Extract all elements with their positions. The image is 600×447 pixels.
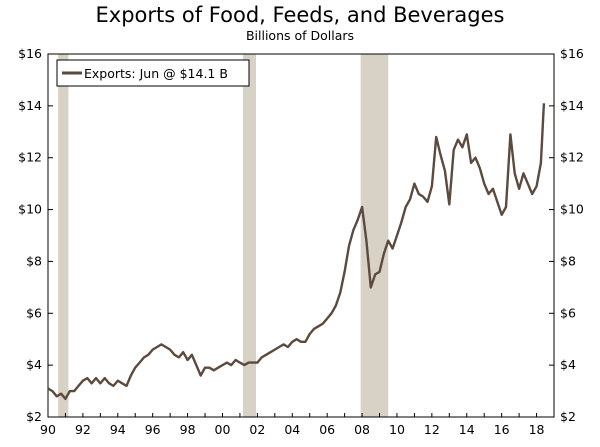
x-tick-label: 92 (75, 422, 91, 437)
x-tick-label: 90 (40, 422, 56, 437)
y-axis-left: $2 $4 $6 $8 $10 $12 $14 $16 (18, 46, 53, 424)
recession-band-1 (242, 54, 256, 417)
y-tick-label-left: $6 (26, 305, 42, 320)
legend-box (56, 59, 250, 87)
y-tick-label-left: $14 (18, 98, 42, 113)
plot-frame (47, 53, 555, 418)
x-tick-label: 12 (424, 422, 440, 437)
y-tick-label-right: $14 (560, 98, 584, 113)
y-tick-label-left: $12 (18, 150, 42, 165)
chart-subtitle: Billions of Dollars (246, 28, 354, 43)
series-line-0 (47, 103, 546, 401)
x-tick-label: 94 (110, 422, 126, 437)
y-tick-label-right: $12 (560, 150, 584, 165)
legend: Exports: Jun @ $14.1 B (56, 59, 250, 87)
series-lines (47, 103, 546, 401)
y-tick-label-right: $2 (560, 409, 576, 424)
y-tick-label-left: $8 (26, 253, 42, 268)
x-tick-label: 00 (215, 422, 231, 437)
chart-title: Exports of Food, Feeds, and Beverages (96, 3, 505, 27)
y-tick-label-left: $4 (26, 357, 42, 372)
y-tick-label-right: $16 (560, 46, 584, 61)
x-axis: 90 92 94 96 98 00 02 04 06 08 10 12 14 16 18 (40, 413, 555, 437)
recession-shading (58, 54, 389, 417)
y-tick-label-left: $16 (18, 46, 42, 61)
y-tick-label-right: $4 (560, 357, 576, 372)
recession-band-0 (58, 54, 69, 417)
x-tick-label: 18 (529, 422, 545, 437)
x-tick-label: 16 (494, 422, 510, 437)
y-axis-right: $2 $4 $6 $8 $10 $12 $14 $16 (549, 46, 584, 424)
x-tick-label: 04 (284, 422, 300, 437)
x-tick-label: 06 (319, 422, 335, 437)
y-tick-label-right: $10 (560, 202, 584, 217)
y-tick-label-right: $8 (560, 253, 576, 268)
y-tick-label-left: $10 (18, 202, 42, 217)
x-tick-label: 14 (459, 422, 475, 437)
y-tick-label-left: $2 (26, 409, 42, 424)
legend-label: Exports: Jun @ $14.1 B (84, 66, 228, 81)
y-tick-label-right: $6 (560, 305, 576, 320)
x-tick-label: 98 (180, 422, 196, 437)
x-tick-label: 10 (389, 422, 405, 437)
x-tick-label: 02 (249, 422, 265, 437)
x-tick-label: 08 (354, 422, 370, 437)
x-tick-label: 96 (145, 422, 161, 437)
